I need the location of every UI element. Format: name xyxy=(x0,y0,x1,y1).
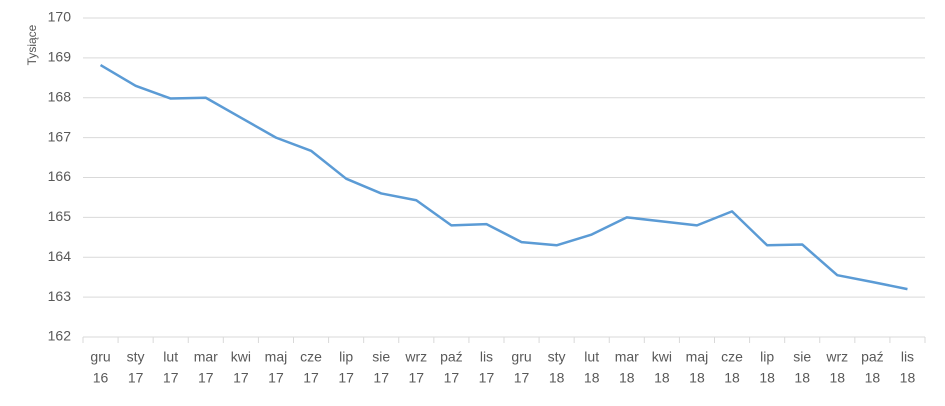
x-tick-label: 17 xyxy=(128,370,144,386)
x-tick-label: 18 xyxy=(654,370,670,386)
x-tick-label: 17 xyxy=(338,370,354,386)
y-tick-label: 169 xyxy=(48,49,72,65)
x-tick-label: 17 xyxy=(373,370,389,386)
y-tick-label: 162 xyxy=(48,328,72,344)
x-tick-label: 18 xyxy=(549,370,565,386)
x-tick-label: lip xyxy=(760,349,774,365)
x-tick-label: gru xyxy=(90,349,110,365)
x-tick-label: wrz xyxy=(404,349,427,365)
y-tick-label: 167 xyxy=(48,128,72,144)
x-tick-label: sty xyxy=(548,349,566,365)
x-tick-label: paź xyxy=(440,349,463,365)
x-tick-label: 18 xyxy=(689,370,705,386)
x-tick-label: 17 xyxy=(479,370,495,386)
y-tick-label: 164 xyxy=(48,248,72,264)
line-series xyxy=(99,63,908,291)
x-tick-label: lut xyxy=(584,349,599,365)
x-tick-label: 18 xyxy=(865,370,881,386)
x-tick-label: 17 xyxy=(233,370,249,386)
x-tick-label: sty xyxy=(127,349,145,365)
x-tick-label: 18 xyxy=(724,370,740,386)
x-tick-label: lis xyxy=(480,349,493,365)
x-tick-label: 17 xyxy=(409,370,425,386)
x-tick-label: 17 xyxy=(514,370,530,386)
y-tick-label: 166 xyxy=(48,168,72,184)
x-tick-label: 18 xyxy=(584,370,600,386)
x-tick-label: 17 xyxy=(268,370,284,386)
x-tick-label: mar xyxy=(615,349,639,365)
x-tick-label: maj xyxy=(686,349,709,365)
x-tick-label: lip xyxy=(339,349,353,365)
x-tick-label: sie xyxy=(372,349,390,365)
x-tick-label: lis xyxy=(901,349,914,365)
y-axis-label: Tysiące xyxy=(25,24,39,65)
x-tick-label: 18 xyxy=(900,370,916,386)
x-tick-label: kwi xyxy=(231,349,251,365)
x-tick-label: wrz xyxy=(825,349,848,365)
x-tick-label: lut xyxy=(163,349,178,365)
x-tick-label: gru xyxy=(511,349,531,365)
x-tick-label: 17 xyxy=(198,370,214,386)
x-tick-label: cze xyxy=(721,349,743,365)
x-tick-label: 18 xyxy=(619,370,635,386)
x-tick-label: 17 xyxy=(444,370,460,386)
x-tick-label: maj xyxy=(265,349,288,365)
x-tick-label: 17 xyxy=(163,370,179,386)
x-tick-label: cze xyxy=(300,349,322,365)
x-tick-label: 18 xyxy=(759,370,775,386)
y-tick-label: 170 xyxy=(48,9,72,25)
y-tick-label: 165 xyxy=(48,208,72,224)
x-tick-label: 17 xyxy=(303,370,319,386)
x-tick-label: paź xyxy=(861,349,884,365)
x-tick-label: 16 xyxy=(93,370,109,386)
x-tick-label: kwi xyxy=(652,349,672,365)
x-tick-label: 18 xyxy=(830,370,846,386)
y-tick-label: 168 xyxy=(48,88,72,104)
x-tick-label: sie xyxy=(793,349,811,365)
y-tick-label: 163 xyxy=(48,288,72,304)
x-tick-label: mar xyxy=(194,349,218,365)
x-tick-label: 18 xyxy=(794,370,810,386)
